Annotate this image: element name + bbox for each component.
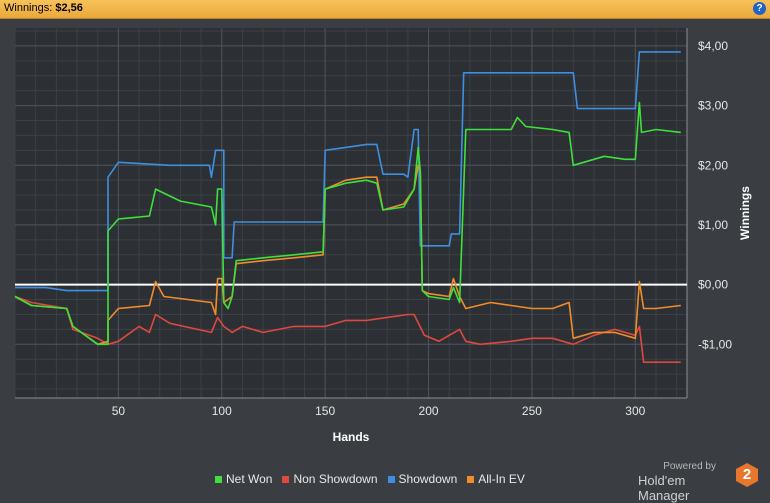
x-tick-label: 300	[625, 404, 645, 418]
x-tick-label: 250	[522, 404, 542, 418]
y-tick-label: $4,00	[698, 39, 728, 53]
title-bar: Winnings: $2,56 ?	[0, 0, 770, 19]
legend-swatch	[387, 475, 395, 483]
x-tick-label: 100	[212, 404, 232, 418]
legend-item-showdown[interactable]: Showdown	[387, 472, 457, 486]
legend-swatch	[467, 475, 475, 483]
help-icon[interactable]: ?	[753, 2, 766, 15]
y-tick-label: $0,00	[698, 278, 728, 292]
y-tick-label: $3,00	[698, 99, 728, 113]
x-axis-title: Hands	[333, 430, 370, 444]
showdown-line	[15, 51, 681, 292]
net-won-line	[14, 101, 681, 346]
winnings-summary: Winnings: $2,56	[4, 2, 83, 14]
legend-item-non-showdown[interactable]: Non Showdown	[282, 472, 378, 486]
winnings-chart: 50 100 150 200 250 300 $4,00 $3,00 $2,00 $1,00 $0,…	[14, 28, 752, 444]
y-axis-title: Winnings	[738, 186, 752, 240]
hm2-logo-icon: 2	[736, 463, 758, 487]
winnings-label: Winnings:	[4, 2, 53, 14]
y-tick-label: -$1,00	[698, 337, 732, 351]
non-showdown-line	[14, 295, 681, 363]
brand-name: Hold'em Manager	[638, 473, 690, 503]
branding: Powered by Hold'em Manager 2	[638, 460, 758, 503]
x-tick-label: 200	[419, 404, 439, 418]
powered-by-text: Powered by	[663, 461, 716, 472]
legend-swatch	[215, 475, 222, 483]
legend-item-net-won[interactable]: Net Won	[215, 472, 272, 486]
x-tick-label: 50	[112, 404, 126, 418]
winnings-value: $2,56	[55, 2, 83, 14]
legend-swatch	[282, 475, 290, 483]
legend-item-allin-ev[interactable]: All-In EV	[467, 472, 525, 486]
x-tick-label: 150	[315, 404, 335, 418]
y-tick-label: $2,00	[698, 158, 728, 172]
allin-ev-line	[14, 164, 681, 346]
y-tick-label: $1,00	[698, 218, 728, 232]
legend: Net Won Non Showdown Showdown All-In EV	[215, 472, 525, 486]
